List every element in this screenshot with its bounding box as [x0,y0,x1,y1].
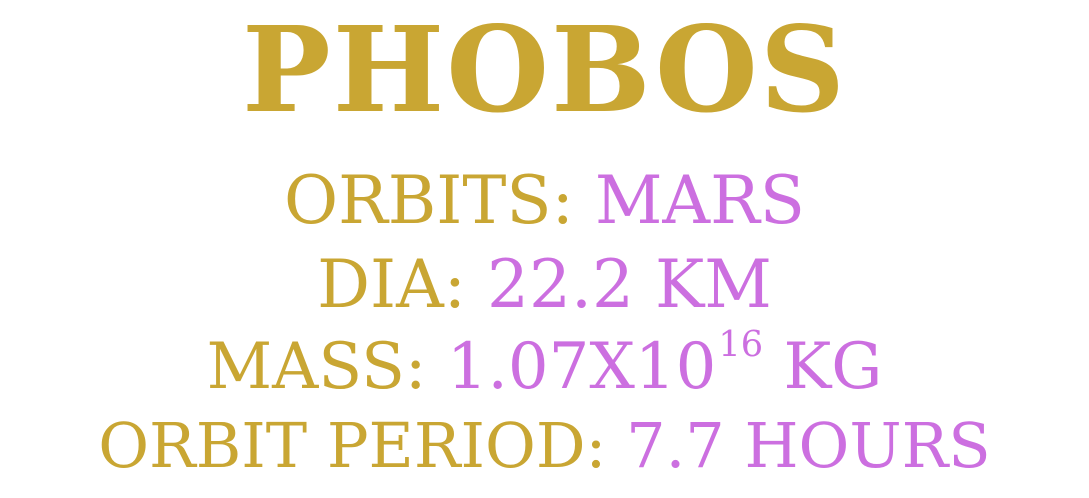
orbit-period-label: ORBIT PERIOD: [98,409,607,482]
mass-value-exponent: 16 [718,324,764,366]
mass-label: MASS: [206,330,427,404]
orbits-label: ORBITS: [284,162,574,239]
orbit-period-value: 7.7 HOURS [626,409,991,482]
orbit-period-row: ORBIT PERIOD: 7.7 HOURS [0,406,1089,486]
mass-value-mantissa: 1.07X10 [446,330,717,404]
diameter-value: 22.2 KM [487,246,772,323]
orbits-row: ORBITS: MARS [0,161,1089,241]
mass-value-unit: KG [783,330,883,404]
orbits-value: MARS [594,162,805,239]
diameter-label: DIA: [317,246,467,323]
diameter-row: DIA: 22.2 KM [0,245,1089,325]
moon-title: PHOBOS [242,0,847,139]
mass-row: MASS: 1.07X1016 KG [0,324,1089,417]
